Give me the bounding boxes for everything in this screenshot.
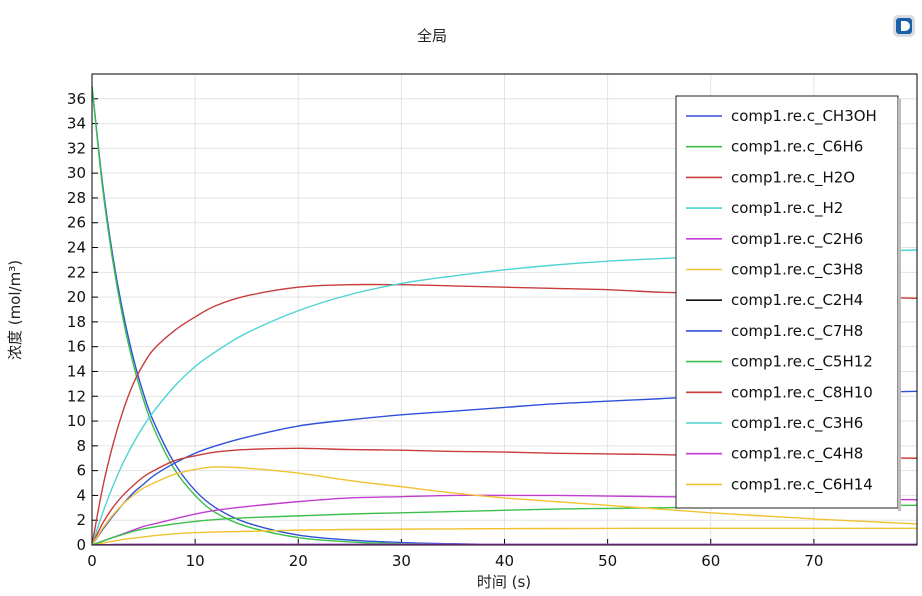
- legend-entry: comp1.re.c_C3H6: [731, 414, 863, 433]
- y-tick-label: 36: [67, 90, 86, 108]
- legend-entry: comp1.re.c_C2H6: [731, 230, 863, 249]
- x-tick-label: 0: [87, 552, 97, 570]
- y-tick-label: 4: [76, 486, 86, 504]
- legend-entry: comp1.re.c_C3H8: [731, 261, 863, 280]
- legend-entry: comp1.re.c_C5H12: [731, 353, 873, 372]
- series-line-c_c4h8: [92, 543, 917, 545]
- chart-title: 全局: [417, 27, 447, 45]
- y-tick-label: 24: [67, 239, 86, 257]
- y-axis-label: 浓度 (mol/m³): [6, 260, 24, 360]
- legend-entry: comp1.re.c_C6H14: [731, 475, 873, 494]
- x-tick-labels: 0 10 20 30 40 50 60 70: [87, 552, 823, 570]
- y-tick-label: 8: [76, 437, 86, 455]
- y-tick-label: 26: [67, 214, 86, 232]
- y-tick-label: 28: [67, 189, 86, 207]
- y-tick-label: 2: [76, 511, 86, 529]
- x-axis-label: 时间 (s): [477, 573, 531, 591]
- y-tick-label: 30: [67, 164, 86, 182]
- x-tick-label: 10: [186, 552, 205, 570]
- legend-entry: comp1.re.c_CH3OH: [731, 107, 877, 126]
- legend-shadow: [898, 99, 901, 511]
- y-tick-label: 12: [67, 387, 86, 405]
- y-tick-label: 34: [67, 115, 86, 133]
- series-line-c_c3h8: [92, 527, 917, 545]
- comsol-logo-icon: [893, 15, 915, 37]
- y-tick-label: 14: [67, 362, 86, 380]
- x-tick-label: 30: [392, 552, 411, 570]
- y-tick-label: 10: [67, 412, 86, 430]
- x-tick-label: 40: [495, 552, 514, 570]
- legend-entry: comp1.re.c_C8H10: [731, 383, 873, 402]
- legend: comp1.re.c_CH3OH comp1.re.c_C6H6 comp1.re.…: [675, 95, 901, 511]
- x-tick-label: 50: [598, 552, 617, 570]
- legend-entry: comp1.re.c_H2O: [731, 168, 855, 187]
- y-tick-label: 18: [67, 313, 86, 331]
- legend-entry: comp1.re.c_C6H6: [731, 138, 863, 157]
- y-tick-label: 6: [76, 462, 86, 480]
- y-tick-label: 22: [67, 263, 86, 281]
- series-line-c_c6h14: [92, 466, 917, 545]
- x-tick-label: 70: [804, 552, 823, 570]
- y-tick-label: 32: [67, 139, 86, 157]
- legend-entry: comp1.re.c_C2H4: [731, 291, 863, 310]
- y-tick-label: 16: [67, 338, 86, 356]
- y-tick-label: 20: [67, 288, 86, 306]
- legend-entry: comp1.re.c_C7H8: [731, 322, 863, 341]
- y-tick-label: 0: [76, 536, 86, 554]
- series-line-c_c6h6: [92, 86, 917, 545]
- plot-frame: [91, 73, 918, 546]
- x-tick-label: 20: [289, 552, 308, 570]
- legend-entry: comp1.re.c_C4H8: [731, 445, 863, 464]
- x-tick-label: 60: [701, 552, 720, 570]
- legend-entry: comp1.re.c_H2: [731, 199, 843, 218]
